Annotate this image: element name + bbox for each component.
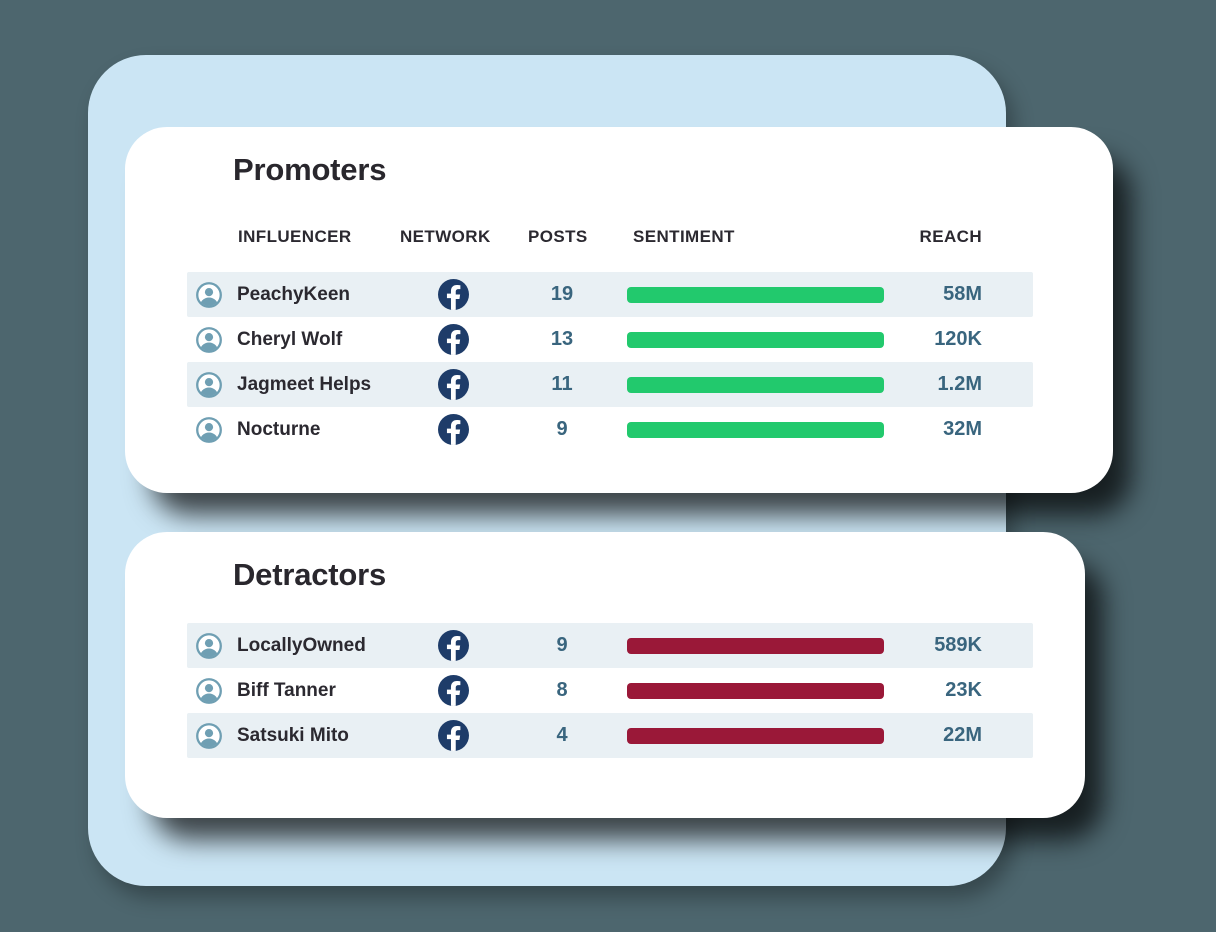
posts-count: 11 [551, 373, 573, 395]
table-row: Biff Tanner 8 23K [187, 668, 1033, 713]
posts-count: 8 [556, 679, 568, 701]
column-header-reach: REACH [919, 227, 982, 246]
sentiment-bar [627, 637, 884, 654]
reach-value: 22M [943, 724, 982, 746]
column-header-posts: POSTS [528, 227, 588, 246]
user-avatar-icon [196, 713, 224, 758]
sentiment-bar [627, 421, 884, 438]
reach-value: 58M [943, 283, 982, 305]
column-header-sentiment: SENTIMENT [633, 227, 735, 246]
influencer-name: Jagmeet Helps [237, 373, 372, 395]
facebook-icon [427, 407, 479, 452]
sentiment-bar [627, 727, 884, 744]
posts-count: 13 [550, 328, 574, 350]
table-row: LocallyOwned 9 589K [187, 623, 1033, 668]
influencer-name: Cheryl Wolf [237, 328, 343, 350]
sentiment-bar [627, 376, 884, 393]
facebook-icon [427, 272, 479, 317]
promoters-rows: PeachyKeen 19 58M Cheryl Wolf 13 120K Ja… [187, 272, 1033, 452]
sentiment-bar [627, 682, 884, 699]
posts-count: 9 [556, 634, 568, 656]
table-row: Cheryl Wolf 13 120K [187, 317, 1033, 362]
table-row: Nocturne 9 32M [187, 407, 1033, 452]
sentiment-bar [627, 331, 884, 348]
reach-value: 23K [945, 679, 982, 701]
reach-value: 32M [943, 418, 982, 440]
promoters-table-header: INFLUENCER NETWORK POSTS SENTIMENT REACH [187, 227, 1033, 253]
sentiment-bar [627, 286, 884, 303]
table-row: PeachyKeen 19 58M [187, 272, 1033, 317]
facebook-icon [427, 713, 479, 758]
facebook-icon [427, 623, 479, 668]
detractors-title: Detractors [233, 557, 387, 592]
influencer-name: Satsuki Mito [237, 724, 349, 746]
facebook-icon [427, 362, 479, 407]
user-avatar-icon [196, 407, 224, 452]
user-avatar-icon [196, 362, 224, 407]
influencer-name: Biff Tanner [237, 679, 336, 701]
reach-value: 120K [934, 328, 982, 350]
column-header-network: NETWORK [400, 227, 491, 246]
column-header-influencer: INFLUENCER [238, 227, 352, 246]
detractors-card: Detractors LocallyOwned 9 589K Biff Tann… [125, 532, 1085, 818]
table-row: Jagmeet Helps 11 1.2M [187, 362, 1033, 407]
facebook-icon [427, 317, 479, 362]
user-avatar-icon [196, 668, 224, 713]
reach-value: 589K [934, 634, 982, 656]
promoters-card: Promoters INFLUENCER NETWORK POSTS SENTI… [125, 127, 1113, 493]
user-avatar-icon [196, 272, 224, 317]
detractors-rows: LocallyOwned 9 589K Biff Tanner 8 23K Sa… [187, 623, 1033, 758]
promoters-title: Promoters [233, 152, 387, 187]
posts-count: 4 [556, 724, 568, 746]
influencer-name: PeachyKeen [237, 283, 351, 305]
facebook-icon [427, 668, 479, 713]
influencer-name: LocallyOwned [237, 634, 366, 656]
user-avatar-icon [196, 317, 224, 362]
table-row: Satsuki Mito 4 22M [187, 713, 1033, 758]
posts-count: 19 [550, 283, 574, 305]
user-avatar-icon [196, 623, 224, 668]
posts-count: 9 [556, 418, 568, 440]
influencer-name: Nocturne [237, 418, 321, 440]
reach-value: 1.2M [937, 373, 982, 395]
